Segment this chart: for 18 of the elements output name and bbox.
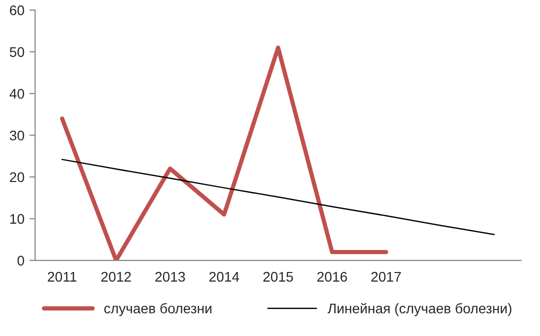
x-tick-label: 2015 xyxy=(263,272,293,282)
legend-label: случаев болезни xyxy=(104,303,212,316)
x-tick-label: 2017 xyxy=(371,272,401,282)
x-tick-label: 2014 xyxy=(209,272,240,282)
line-series xyxy=(60,46,388,260)
x-tick-label: 2011 xyxy=(48,272,76,282)
x-tick-label: 2016 xyxy=(317,272,347,282)
legend-label: Линейная (случаев болезни) xyxy=(328,302,512,316)
line-series xyxy=(61,158,495,236)
y-tick-label: 60 xyxy=(10,5,24,16)
x-tick-label: 2013 xyxy=(155,272,185,282)
y-tick-label: 40 xyxy=(10,88,24,99)
y-tick-label: 10 xyxy=(10,214,24,224)
y-tick-label: 0 xyxy=(18,256,24,266)
y-tick-label: 20 xyxy=(10,172,24,182)
y-tick-label: 50 xyxy=(10,47,24,57)
y-tick-label: 30 xyxy=(10,130,24,140)
x-tick-label: 2012 xyxy=(101,272,131,282)
